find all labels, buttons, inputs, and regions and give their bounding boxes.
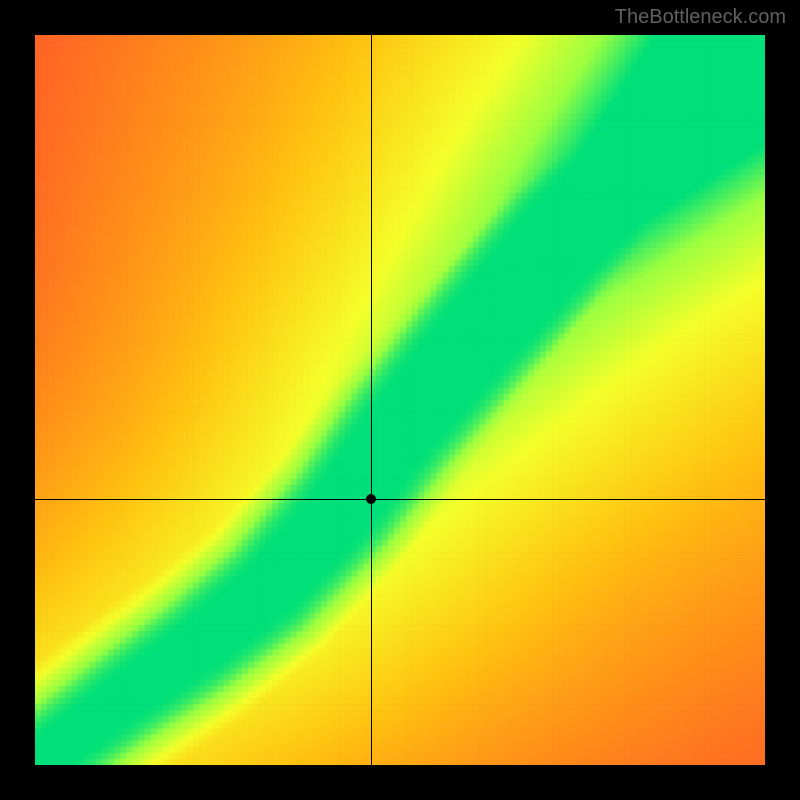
crosshair-horizontal: [35, 499, 765, 500]
selected-point-marker: [366, 494, 376, 504]
bottleneck-heatmap: [35, 35, 765, 765]
heatmap-canvas: [35, 35, 765, 765]
crosshair-vertical: [371, 35, 372, 765]
watermark: TheBottleneck.com: [615, 6, 786, 29]
